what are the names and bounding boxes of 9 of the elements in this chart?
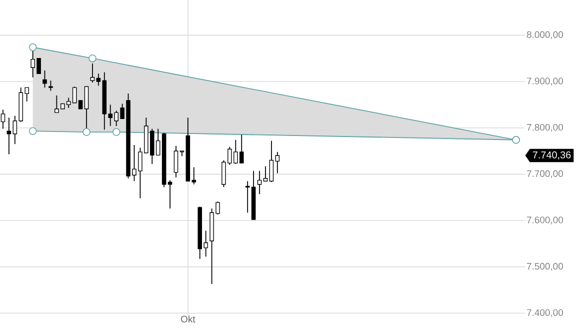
y-tick-label: 7.800,00	[527, 124, 563, 132]
y-tick-label: 7.600,00	[527, 216, 563, 224]
y-tick-label: 7.500,00	[527, 262, 563, 271]
y-tick-label: 7.700,00	[527, 170, 563, 178]
text: 7.740,36	[532, 151, 571, 160]
y-tick-label: 8.000,00	[526, 31, 563, 40]
y-tick-label: 7.400,00	[527, 309, 563, 318]
x-tick-label: Okt	[181, 316, 196, 322]
y-tick-label: 7.900,00	[527, 78, 563, 86]
